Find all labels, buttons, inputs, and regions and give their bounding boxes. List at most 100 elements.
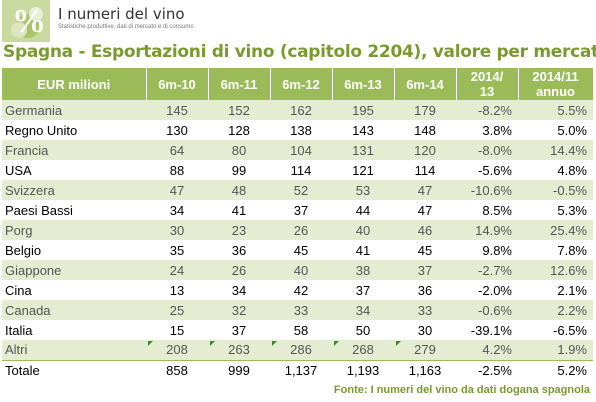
table-cell: 162 <box>270 100 332 120</box>
column-header: 6m-14 <box>394 68 457 100</box>
table-cell: 131 <box>332 140 394 160</box>
table-cell: 145 <box>146 100 208 120</box>
market-label: Paesi Bassi <box>5 202 73 218</box>
table-cell: 52 <box>270 180 332 200</box>
table-cell: 50 <box>355 322 371 338</box>
column-header: 2014/13 <box>456 68 519 100</box>
table-cell: 268 <box>332 340 394 360</box>
table-cell: 114 <box>414 162 436 178</box>
table-cell: 128 <box>228 122 250 138</box>
table-cell: 26 <box>208 260 270 280</box>
table-row: Italia 15 37 58 50 30 -39.1% -6.5% <box>2 320 593 340</box>
table-cell: 25.4% <box>518 220 593 240</box>
table-row: Svizzera 47 48 52 53 47 -10.6% -0.5% <box>2 180 593 200</box>
table-cell: 152 <box>208 100 270 120</box>
table-cell: 5.3% <box>557 202 587 218</box>
source-note: Fonte: I numeri del vino da dati dogana … <box>333 384 590 396</box>
table-cell: 80 <box>208 140 270 160</box>
market-label: Regno Unito <box>5 122 78 138</box>
market-label: Canada <box>2 300 146 320</box>
table-cell: 58 <box>293 322 309 338</box>
table-row: USA 88 99 114 121 114 -5.6% 4.8% <box>2 160 593 180</box>
table-cell: 99 <box>231 162 247 178</box>
table-cell: 46 <box>394 220 456 240</box>
table-cell: 64 <box>146 140 208 160</box>
table-row: Regno Unito 130 128 138 143 148 3.8% 5.0% <box>2 120 593 140</box>
table-cell: 2.1% <box>557 282 587 298</box>
table-cell: -8.0% <box>456 140 518 160</box>
table-cell: 40 <box>270 260 332 280</box>
table-row: Giappone 24 26 40 38 37 -2.7% 12.6% <box>2 260 593 280</box>
table-cell: 44 <box>355 202 371 218</box>
table-cell: 34 <box>332 300 394 320</box>
table-cell: 2.2% <box>518 300 593 320</box>
table-cell: 195 <box>332 100 394 120</box>
table-cell: 40 <box>332 220 394 240</box>
column-header: 2014/11 annuo <box>518 68 594 100</box>
table-cell: 14.4% <box>518 140 593 160</box>
table-cell: 26 <box>270 220 332 240</box>
table-cell: 104 <box>270 140 332 160</box>
table-cell: 858 <box>146 359 208 380</box>
table-cell: 1,137 <box>270 359 332 380</box>
table-row: Francia 64 80 104 131 120 -8.0% 14.4% <box>2 140 593 160</box>
market-label: Svizzera <box>2 180 146 200</box>
table-cell: 1,163 <box>394 359 456 380</box>
table-cell: -5.6% <box>478 162 512 178</box>
table-cell: 279 <box>394 340 456 360</box>
table-cell: 286 <box>270 340 332 360</box>
logo-title: I numeri del vino <box>58 5 185 23</box>
table-row: Germania 145 152 162 195 179 -8.2% 5.5% <box>2 100 593 120</box>
table-cell: 120 <box>394 140 456 160</box>
table-row: Canada 25 32 33 34 33 -0.6% 2.2% <box>2 300 593 320</box>
table-cell: 25 <box>146 300 208 320</box>
table-cell: 121 <box>352 162 374 178</box>
table-cell: -8.2% <box>456 100 518 120</box>
table-cell: 47 <box>394 180 456 200</box>
table-cell: 9.8% <box>482 242 512 258</box>
market-label: Totale <box>2 359 146 380</box>
table-cell: 45 <box>417 242 433 258</box>
table-cell: 5.0% <box>557 122 587 138</box>
table-cell: 7.8% <box>557 242 587 258</box>
market-label: Italia <box>5 322 33 338</box>
table-cell: 208 <box>146 340 208 360</box>
table-cell: 33 <box>270 300 332 320</box>
table-row: Porg 30 23 26 40 46 14.9% 25.4% <box>2 220 593 240</box>
table-cell: 53 <box>332 180 394 200</box>
table-cell: 24 <box>146 260 208 280</box>
table-cell: 179 <box>394 100 456 120</box>
market-label: Giappone <box>2 260 146 280</box>
table-cell: 47 <box>417 202 433 218</box>
table-cell: 13 <box>169 282 185 298</box>
table-cell: 37 <box>231 322 247 338</box>
table-cell: 263 <box>208 340 270 360</box>
cell-indicator-icon <box>210 341 215 346</box>
table-cell: 33 <box>394 300 456 320</box>
table-cell: -6.5% <box>553 322 587 338</box>
table-cell: 138 <box>290 122 312 138</box>
column-header: 6m-11 <box>208 68 271 100</box>
table-cell: 4.2% <box>456 340 518 360</box>
table-cell: 42 <box>293 282 309 298</box>
table-cell: 37 <box>293 202 309 218</box>
cell-indicator-icon <box>334 341 339 346</box>
table-cell: 36 <box>417 282 433 298</box>
table-cell: 4.8% <box>557 162 587 178</box>
table-cell: 41 <box>355 242 371 258</box>
table-cell: -10.6% <box>456 180 518 200</box>
table-row: Paesi Bassi 34 41 37 44 47 8.5% 5.3% <box>2 200 593 220</box>
table-row: Belgio 35 36 45 41 45 9.8% 7.8% <box>2 240 593 260</box>
table-cell: 32 <box>208 300 270 320</box>
table-cell: 148 <box>414 122 436 138</box>
table-row: Cina 13 34 42 37 36 -2.0% 2.1% <box>2 280 593 300</box>
table-cell: 130 <box>166 122 188 138</box>
export-table: EUR milioni 6m-10 6m-11 6m-12 6m-13 6m-14 2014… <box>2 68 594 380</box>
table-cell: 35 <box>169 242 185 258</box>
table-cell: 37 <box>355 282 371 298</box>
table-cell: 143 <box>352 122 374 138</box>
table-cell: -2.5% <box>456 359 518 380</box>
table-cell: 8.5% <box>482 202 512 218</box>
table-cell: 36 <box>231 242 247 258</box>
column-header: EUR milioni <box>2 68 147 100</box>
